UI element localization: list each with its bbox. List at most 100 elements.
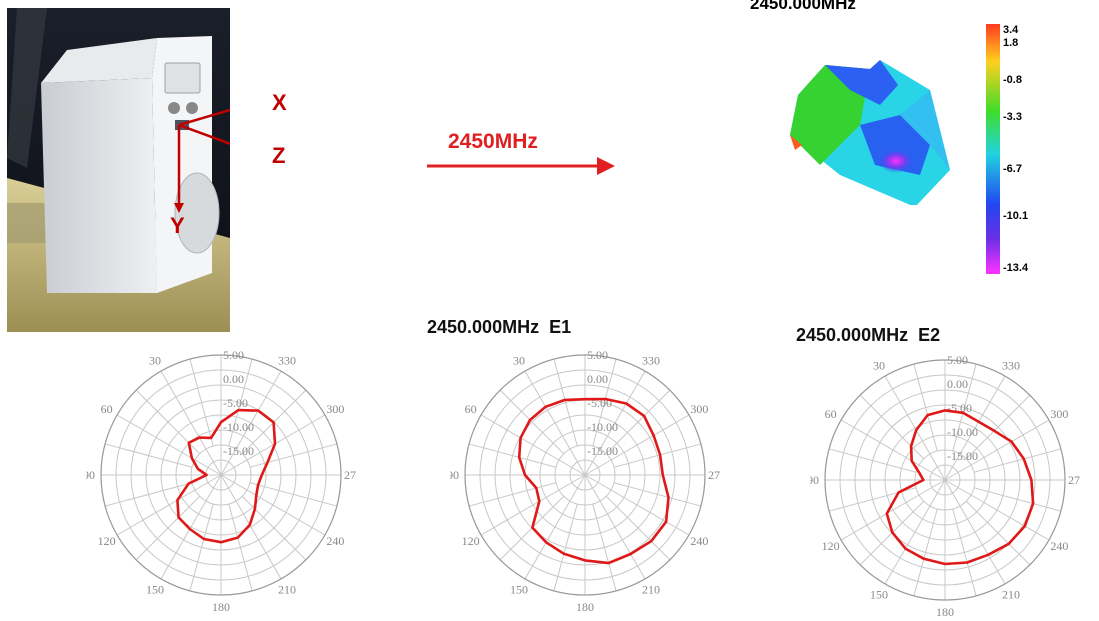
grid-spoke	[944, 479, 1006, 585]
grid-spoke	[228, 503, 253, 592]
device-photo	[7, 8, 230, 332]
grid-spoke	[553, 358, 578, 447]
outer-ring	[824, 359, 1066, 601]
angle-tick-label: 210	[1002, 587, 1020, 601]
grid-spoke	[524, 370, 586, 476]
grid-spoke	[605, 389, 671, 455]
grid-spoke	[973, 448, 1062, 473]
colorbar-tick: 1.8	[1003, 37, 1019, 49]
angle-tick-label: 240	[1050, 539, 1068, 553]
polar-plot-1: 330 300 270 240 210 180 150 120 90 60 30 5.00 0.00 -5…	[86, 348, 356, 614]
outer-ring	[100, 354, 342, 596]
angle-tick-label: 330	[642, 354, 660, 368]
radial-tick-label: 0.00	[587, 372, 608, 386]
grid-spoke	[228, 358, 253, 447]
outer-ring	[464, 354, 706, 596]
colorbar-ticks: 3.4 1.8 -0.8 -3.3 -6.7 -10.1 -13.4	[1003, 24, 1063, 284]
grid-spoke	[944, 375, 1006, 481]
grid-spoke	[584, 370, 646, 476]
angle-tick-label: 90	[810, 473, 819, 487]
angle-tick-label: 270	[344, 468, 356, 482]
angle-tick-label: 240	[690, 534, 708, 548]
grid-spoke	[828, 448, 917, 473]
angle-tick-label: 300	[1050, 407, 1068, 421]
grid-spoke	[584, 474, 646, 580]
radial-tick-label: -10.00	[223, 420, 254, 434]
angle-tick-label: 30	[149, 354, 161, 368]
grid-spoke	[220, 474, 282, 580]
grid-spoke	[220, 370, 282, 476]
grid-spoke	[116, 474, 222, 536]
heatmap-colorbar	[986, 24, 1000, 274]
grid-spoke	[613, 482, 702, 507]
grid-spoke	[468, 443, 557, 468]
angle-tick-label: 180	[212, 600, 230, 614]
grid-spoke	[241, 495, 307, 561]
radial-tick-label: -15.00	[947, 449, 978, 463]
colorbar-tick: -10.1	[1003, 210, 1029, 222]
grid-spoke	[952, 508, 977, 597]
angle-tick-label: 300	[326, 402, 344, 416]
grid-spoke	[104, 482, 193, 507]
radial-tick-label: 0.00	[947, 377, 968, 391]
grid-spoke	[965, 500, 1031, 566]
axis-label-z: Z	[272, 143, 286, 168]
grid-spoke	[553, 503, 578, 592]
grid-spoke	[468, 482, 557, 507]
grid-spoke	[965, 394, 1031, 460]
grid-spoke	[584, 474, 690, 536]
grid-spoke	[480, 474, 586, 536]
angle-tick-label: 120	[822, 539, 840, 553]
grid-spoke	[480, 414, 586, 476]
angle-tick-label: 210	[278, 582, 296, 596]
angle-tick-label: 300	[690, 402, 708, 416]
angle-tick-label: 270	[1068, 473, 1080, 487]
axis-label-x: X	[272, 90, 287, 115]
grid-spoke	[160, 474, 222, 580]
polar-title-e2: 2450.000MHz E2	[796, 325, 941, 345]
grid-spoke	[220, 414, 326, 476]
angle-tick-label: 330	[278, 354, 296, 368]
polar-title-e1: 2450.000MHz E1	[427, 317, 572, 337]
radial-tick-label: 0.00	[223, 372, 244, 386]
grid-spoke	[160, 370, 222, 476]
grid-spoke	[884, 479, 946, 585]
grid-spoke	[189, 358, 214, 447]
grid-spoke	[584, 414, 690, 476]
angle-tick-label: 90	[86, 468, 95, 482]
pattern-trace	[885, 409, 1035, 566]
angle-tick-label: 60	[101, 402, 113, 416]
colorbar-tick: 3.4	[1003, 24, 1019, 36]
angle-tick-label: 150	[510, 582, 528, 596]
colorbar-tick: -13.4	[1003, 262, 1029, 274]
axis-label-y: Y	[170, 213, 185, 238]
angle-tick-label: 90	[450, 468, 459, 482]
radial-tick-label: -5.00	[223, 396, 248, 410]
radial-tick-label: -10.00	[947, 425, 978, 439]
colorbar-tick: -6.7	[1003, 163, 1022, 175]
radial-tick-label: 5.00	[223, 348, 244, 362]
grid-spoke	[116, 414, 222, 476]
grid-spoke	[952, 363, 977, 452]
radial-tick-label: -10.00	[587, 420, 618, 434]
grid-spoke	[104, 443, 193, 468]
grid-spoke	[859, 394, 925, 460]
angle-tick-label: 30	[513, 354, 525, 368]
grid-spoke	[884, 375, 946, 481]
grid-spoke	[913, 363, 938, 452]
polar-plot-e2: 3303002702402101801501209060305.000.00-5…	[810, 353, 1080, 619]
angle-tick-label: 180	[936, 605, 954, 619]
radial-tick-label: -15.00	[223, 444, 254, 458]
grid-spoke	[913, 508, 938, 597]
grid-spoke	[605, 495, 671, 561]
grid-spoke	[944, 419, 1050, 481]
angle-tick-label: 270	[708, 468, 720, 482]
grid-spoke	[613, 443, 702, 468]
radial-tick-label: 5.00	[947, 353, 968, 367]
grid-spoke	[249, 482, 338, 507]
angle-tick-label: 120	[98, 534, 116, 548]
angle-tick-label: 150	[870, 587, 888, 601]
radial-tick-label: 5.00	[587, 348, 608, 362]
angle-tick-label: 210	[642, 582, 660, 596]
grid-spoke	[592, 358, 617, 447]
